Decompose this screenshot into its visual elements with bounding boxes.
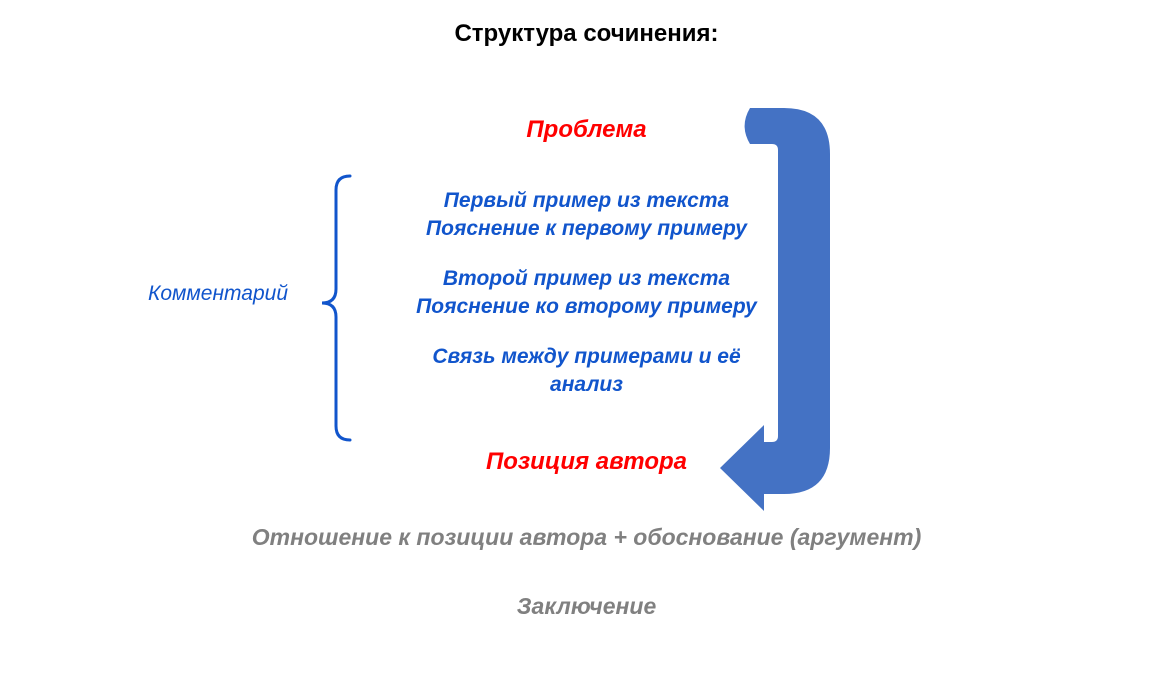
flow-arrow-icon <box>0 0 1173 674</box>
